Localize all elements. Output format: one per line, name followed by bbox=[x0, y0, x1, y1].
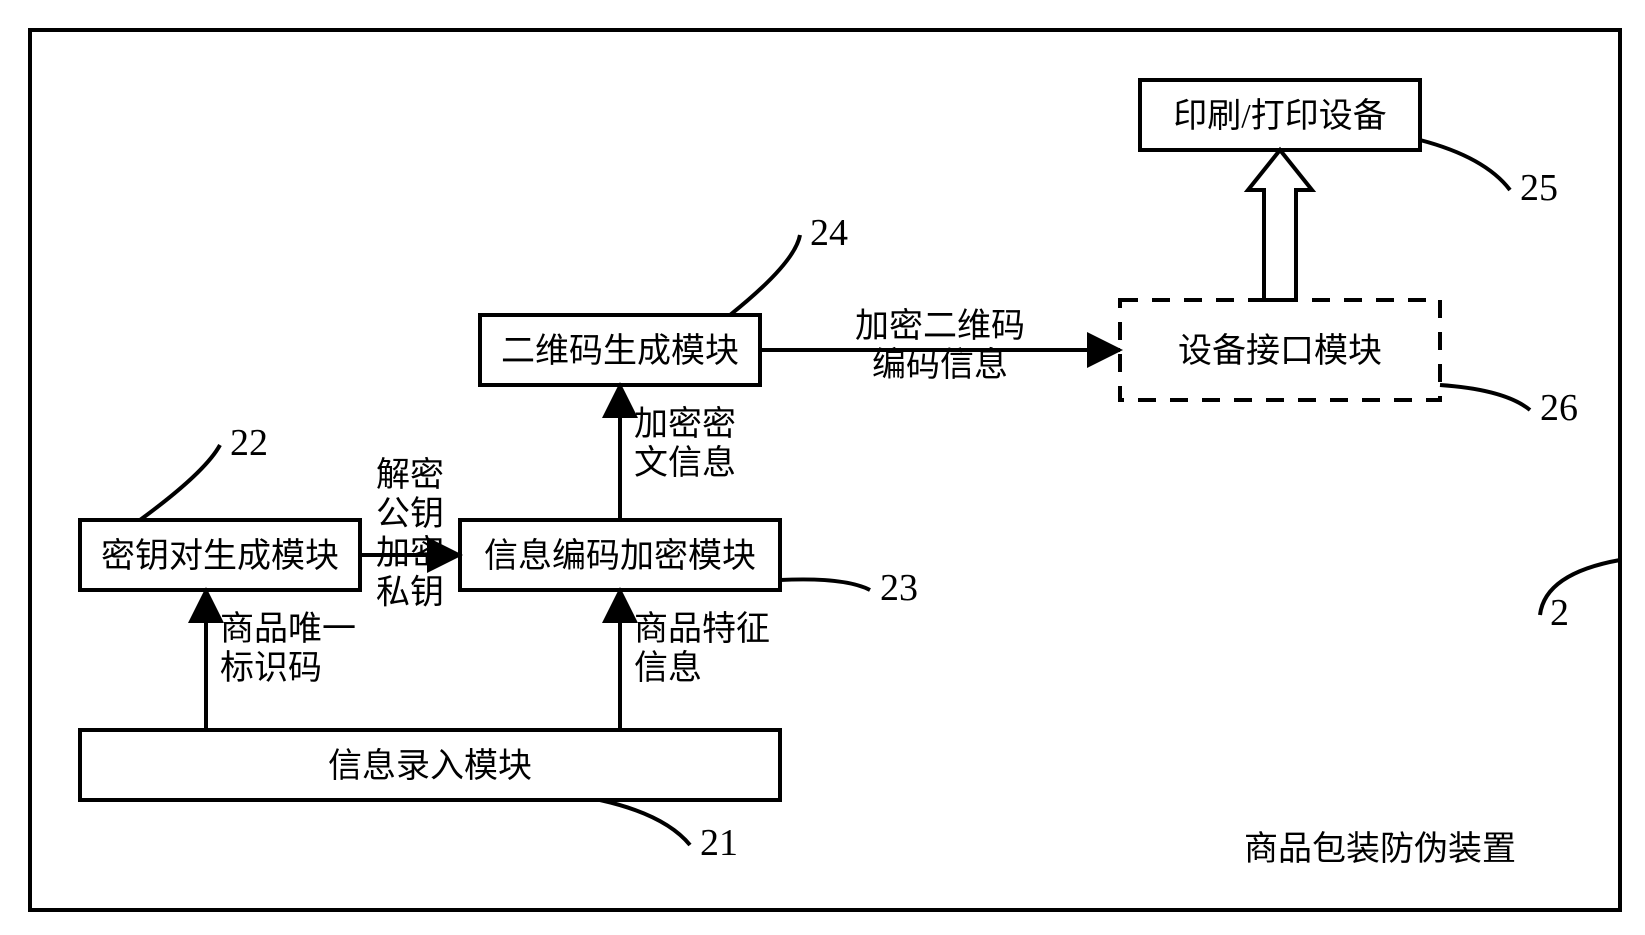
refnum-22: 22 bbox=[230, 422, 268, 464]
label-encoder-to-qrgen: 加密密文信息 bbox=[634, 405, 736, 482]
leader-24 bbox=[730, 235, 800, 315]
box-label-printer: 印刷/打印设备 bbox=[1173, 97, 1386, 135]
leader-25 bbox=[1420, 140, 1510, 190]
refnum-24: 24 bbox=[810, 212, 848, 254]
leader-26 bbox=[1440, 385, 1530, 410]
outer-container bbox=[30, 30, 1620, 910]
diagram-canvas: 印刷/打印设备设备接口模块 二维码生成模块密钥对生成模块 信息编码加密模块信息录入模… bbox=[0, 0, 1645, 935]
label-input-to-encoder: 商品特征信息 bbox=[634, 610, 770, 687]
leader-22 bbox=[140, 445, 220, 520]
refnum-2: 2 bbox=[1550, 592, 1569, 634]
box-label-encoder: 信息编码加密模块 bbox=[484, 537, 756, 575]
refnum-25: 25 bbox=[1520, 167, 1558, 209]
label-qrgen-to-iface: 加密二维码编码信息 bbox=[855, 307, 1025, 384]
box-label-iface: 设备接口模块 bbox=[1178, 332, 1382, 370]
label-keygen-to-encoder: 解密公钥加密私钥 bbox=[376, 456, 444, 611]
box-label-input: 信息录入模块 bbox=[328, 747, 532, 785]
refnum-23: 23 bbox=[880, 567, 918, 609]
box-label-qrgen: 二维码生成模块 bbox=[501, 332, 739, 370]
refnum-21: 21 bbox=[700, 822, 738, 864]
block-arrow-iface-to-printer bbox=[1248, 150, 1312, 300]
box-label-keygen: 密钥对生成模块 bbox=[101, 537, 339, 575]
label-input-to-keygen: 商品唯一标识码 bbox=[220, 610, 356, 687]
leader-21 bbox=[600, 800, 690, 845]
refnum-26: 26 bbox=[1540, 387, 1578, 429]
leader-23 bbox=[780, 579, 870, 590]
diagram-title: 商品包装防伪装置 bbox=[1244, 830, 1516, 868]
